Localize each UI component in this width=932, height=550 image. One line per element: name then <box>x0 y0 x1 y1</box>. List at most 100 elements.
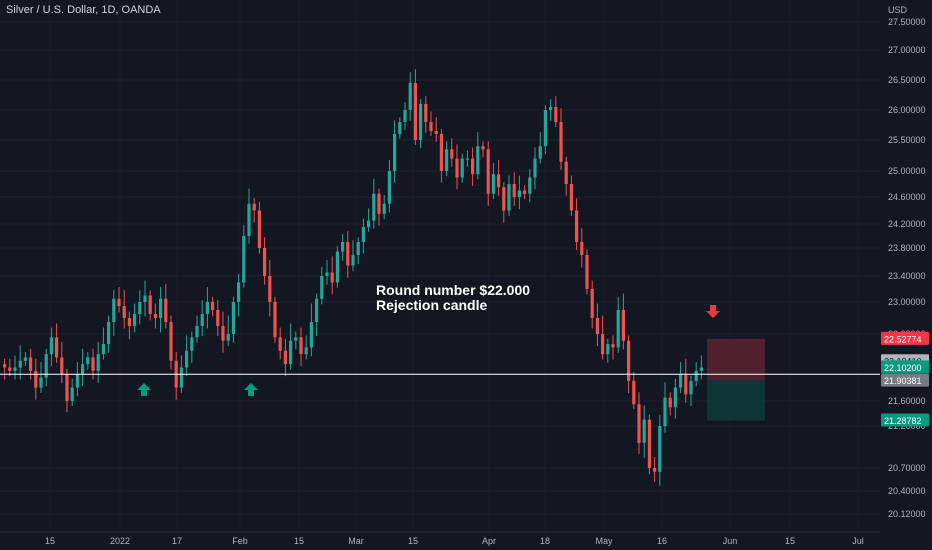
x-tick-label[interactable]: 17 <box>172 536 182 546</box>
x-tick-label[interactable]: 2022 <box>110 536 130 546</box>
candle-body <box>242 236 246 283</box>
candle-body <box>361 227 365 242</box>
candle-body <box>237 282 241 302</box>
y-tick-label: 23.00000 <box>888 297 926 307</box>
y-tick-label: 23.80000 <box>888 243 926 253</box>
candle-body <box>528 177 532 194</box>
x-tick-label[interactable]: Jun <box>723 536 738 546</box>
candle-body <box>434 131 438 134</box>
candle-body <box>257 210 261 248</box>
x-axis-ticks[interactable]: 15 2022 17 Feb 15 Mar 15 Apr 18 May 16 Jun 15 Jul <box>45 536 864 546</box>
candle-body <box>320 276 324 299</box>
candle-body <box>502 187 506 211</box>
candle-body <box>91 357 95 371</box>
candle-body <box>611 344 615 348</box>
candle-body <box>450 149 454 159</box>
arrow-up-icon <box>244 383 258 396</box>
y-tick-label: 27.00000 <box>888 45 926 55</box>
candle-body <box>112 298 116 322</box>
x-tick-label[interactable]: 15 <box>45 536 55 546</box>
x-tick-label[interactable]: 15 <box>408 536 418 546</box>
price-tag-bg <box>881 373 929 387</box>
candles <box>3 69 703 486</box>
candle-body <box>554 107 558 122</box>
x-tick-label[interactable]: 16 <box>657 536 667 546</box>
x-tick-label[interactable]: Feb <box>232 536 248 546</box>
candle-body <box>523 190 527 194</box>
candle-body <box>580 242 584 255</box>
candle-body <box>512 184 516 197</box>
candle-body <box>75 374 79 388</box>
candle-body <box>627 340 631 381</box>
stop-zone[interactable] <box>707 338 765 381</box>
candle-body <box>569 184 573 211</box>
candle-body <box>304 347 308 355</box>
candle-body <box>481 146 485 150</box>
x-tick-label[interactable]: 18 <box>540 536 550 546</box>
candle-body <box>367 220 371 227</box>
x-tick-label[interactable]: Apr <box>482 536 496 546</box>
candle-body <box>23 357 27 361</box>
annotation-line-2: Rejection candle <box>376 297 488 313</box>
candle-body <box>190 337 194 351</box>
candle-body <box>393 134 397 171</box>
candle-body <box>315 298 319 322</box>
candle-body <box>39 377 43 388</box>
candle-body <box>143 295 147 302</box>
candle-body <box>205 302 209 314</box>
candle-body <box>606 344 610 355</box>
candle-body <box>325 272 329 276</box>
target-zone[interactable] <box>707 380 765 421</box>
candle-body <box>195 326 199 338</box>
candle-body <box>476 146 480 175</box>
candle-body <box>299 337 303 355</box>
currency-label: USD <box>888 5 908 15</box>
x-tick-label[interactable]: Jul <box>852 536 864 546</box>
price-axis-bg[interactable] <box>880 0 932 550</box>
candle-body <box>408 83 412 110</box>
candle-body <box>460 158 464 178</box>
candle-body <box>486 149 490 194</box>
candle-body <box>351 255 355 266</box>
candle-body <box>647 419 651 468</box>
arrow-up-icon <box>137 383 151 396</box>
candle-body <box>29 357 33 371</box>
candle-body <box>179 367 183 388</box>
candle-body <box>419 104 423 140</box>
x-tick-label[interactable]: 15 <box>785 536 795 546</box>
candle-body <box>658 426 662 472</box>
x-tick-label[interactable]: May <box>595 536 613 546</box>
candle-body <box>585 255 589 289</box>
candle-body <box>663 397 667 426</box>
candle-body <box>471 158 475 175</box>
candle-body <box>289 340 293 365</box>
candle-body <box>653 468 657 472</box>
candle-body <box>346 242 350 266</box>
candle-body <box>252 203 256 211</box>
candle-body <box>455 158 459 178</box>
price-tag-label: 21.28782 <box>884 416 922 426</box>
candle-body <box>169 322 173 361</box>
trade-zone[interactable] <box>707 338 765 421</box>
x-tick-label[interactable]: 15 <box>294 536 304 546</box>
candle-body <box>263 248 267 276</box>
x-tick-label[interactable]: Mar <box>348 536 364 546</box>
candle-body <box>679 374 683 388</box>
candle-body <box>309 322 313 348</box>
candle-body <box>356 242 360 255</box>
candle-body <box>668 397 672 408</box>
candle-body <box>86 357 90 365</box>
candle-body <box>294 337 298 341</box>
candle-body <box>341 242 345 252</box>
y-tick-label: 25.00000 <box>888 166 926 176</box>
candle-body <box>107 322 111 345</box>
candle-body <box>226 334 230 341</box>
y-tick-label: 27.50000 <box>888 17 926 27</box>
price-tag-label: 22.10200 <box>884 363 922 373</box>
gridlines <box>0 21 880 515</box>
candle-body <box>122 306 126 318</box>
arrow-down-icon <box>706 305 720 318</box>
candle-body <box>673 387 677 408</box>
